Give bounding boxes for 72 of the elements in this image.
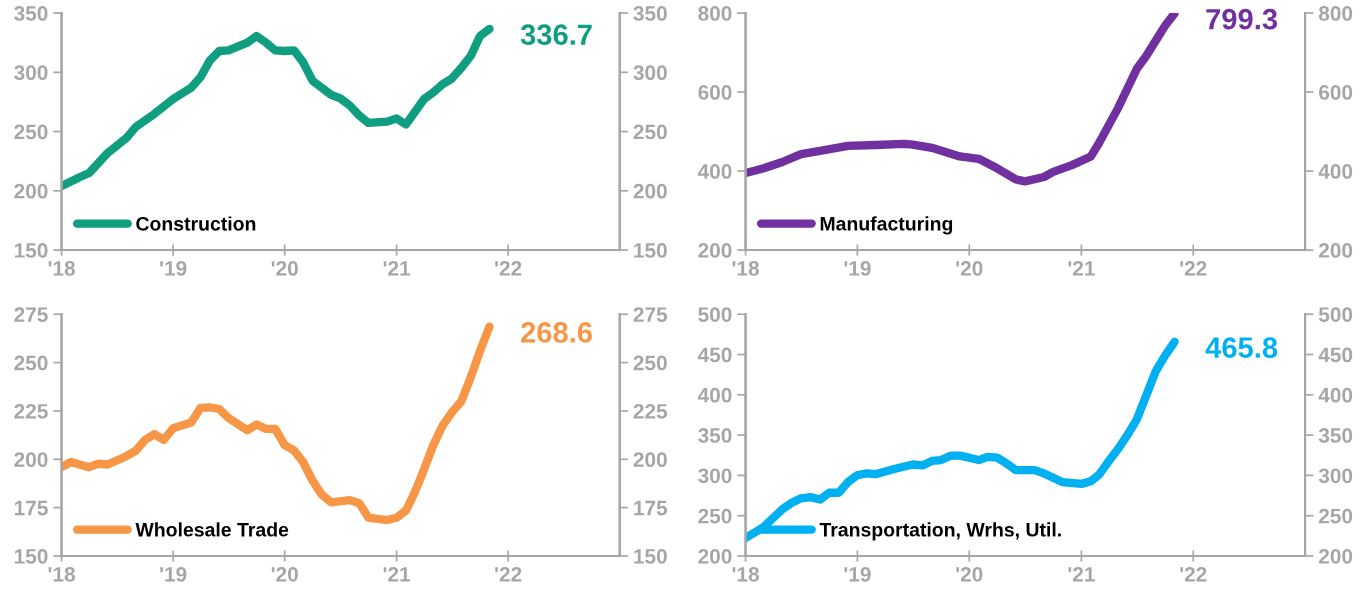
x-tick-label: '18 bbox=[732, 261, 759, 276]
x-tick-label: '18 bbox=[732, 566, 759, 582]
x-tick-label: '19 bbox=[844, 261, 871, 276]
y2-tick-label: 225 bbox=[633, 403, 668, 419]
x-tick-label: '20 bbox=[956, 566, 983, 582]
y-tick-label: 150 bbox=[14, 243, 48, 258]
y2-tick-label: 350 bbox=[1318, 428, 1353, 443]
y-tick-label: 225 bbox=[14, 403, 48, 419]
y2-tick-label: 200 bbox=[1318, 243, 1353, 258]
y2-tick-label: 275 bbox=[633, 307, 668, 322]
legend-label: Manufacturing bbox=[820, 216, 953, 235]
y2-tick-label: 250 bbox=[633, 124, 667, 140]
x-tick-label: '22 bbox=[495, 261, 522, 276]
annotation: 465.8 bbox=[1205, 337, 1278, 358]
annotation: 799.3 bbox=[1206, 8, 1278, 30]
y2-tick-label: 600 bbox=[1319, 85, 1353, 100]
x-tick-label: '18 bbox=[48, 566, 75, 582]
y-tick-label: 150 bbox=[14, 548, 48, 564]
y-tick-label: 300 bbox=[14, 65, 48, 81]
y2-tick-label: 500 bbox=[1318, 307, 1353, 322]
y-tick-label: 450 bbox=[697, 347, 732, 363]
y-tick-label: 200 bbox=[698, 243, 732, 258]
y-tick-label: 200 bbox=[14, 452, 48, 468]
y-tick-label: 300 bbox=[698, 468, 732, 484]
y2-tick-label: 350 bbox=[633, 6, 667, 21]
y2-tick-label: 150 bbox=[634, 548, 667, 564]
x-tick-label: '21 bbox=[1068, 566, 1095, 582]
x-tick-label: '22 bbox=[495, 566, 522, 582]
y2-tick-label: 175 bbox=[634, 500, 668, 516]
y-tick-label: 350 bbox=[698, 428, 732, 443]
y2-tick-label: 200 bbox=[633, 452, 667, 468]
y-tick-label: 400 bbox=[697, 387, 732, 403]
y2-tick-label: 200 bbox=[633, 183, 667, 199]
y-tick-label: 200 bbox=[14, 183, 48, 199]
x-tick-label: '19 bbox=[844, 566, 871, 582]
legend-label: Transportation, Wrhs, Util. bbox=[819, 522, 1061, 541]
legend-label: Construction bbox=[136, 216, 256, 231]
y-tick-label: 800 bbox=[698, 6, 732, 21]
legend-label: Wholesale Trade bbox=[135, 522, 289, 537]
y2-tick-label: 300 bbox=[1318, 468, 1353, 484]
y2-tick-label: 800 bbox=[1318, 6, 1353, 21]
annotation: 336.7 bbox=[520, 24, 592, 46]
x-tick-label: '19 bbox=[160, 261, 187, 276]
y-tick-label: 400 bbox=[697, 164, 732, 179]
y-tick-label: 350 bbox=[14, 6, 48, 21]
y-tick-label: 250 bbox=[14, 124, 48, 140]
x-tick-label: '22 bbox=[1180, 566, 1207, 582]
y2-tick-label: 250 bbox=[633, 355, 667, 371]
y-tick-label: 250 bbox=[698, 508, 732, 524]
y-tick-label: 200 bbox=[698, 548, 732, 564]
x-tick-label: '20 bbox=[271, 261, 298, 276]
x-tick-label: '21 bbox=[383, 261, 411, 276]
x-tick-label: '21 bbox=[1068, 261, 1095, 276]
y2-tick-label: 300 bbox=[633, 65, 667, 81]
y-tick-label: 600 bbox=[698, 85, 732, 100]
y2-tick-label: 200 bbox=[1318, 548, 1353, 564]
y2-tick-label: 400 bbox=[1318, 164, 1353, 179]
x-tick-label: '18 bbox=[48, 261, 75, 276]
annotation: 268.6 bbox=[521, 322, 592, 343]
y2-tick-label: 250 bbox=[1318, 508, 1353, 524]
x-tick-label: '21 bbox=[383, 566, 411, 582]
y-tick-label: 175 bbox=[14, 500, 48, 516]
x-tick-label: '19 bbox=[160, 566, 187, 582]
y-tick-label: 500 bbox=[698, 307, 732, 322]
y-tick-label: 250 bbox=[14, 355, 48, 371]
x-tick-label: '20 bbox=[956, 261, 983, 276]
y-tick-label: 275 bbox=[14, 307, 48, 322]
y2-tick-label: 450 bbox=[1318, 347, 1353, 363]
x-tick-label: '22 bbox=[1180, 261, 1207, 276]
y2-tick-label: 400 bbox=[1318, 387, 1353, 403]
x-tick-label: '20 bbox=[271, 566, 298, 582]
y2-tick-label: 150 bbox=[634, 243, 667, 258]
